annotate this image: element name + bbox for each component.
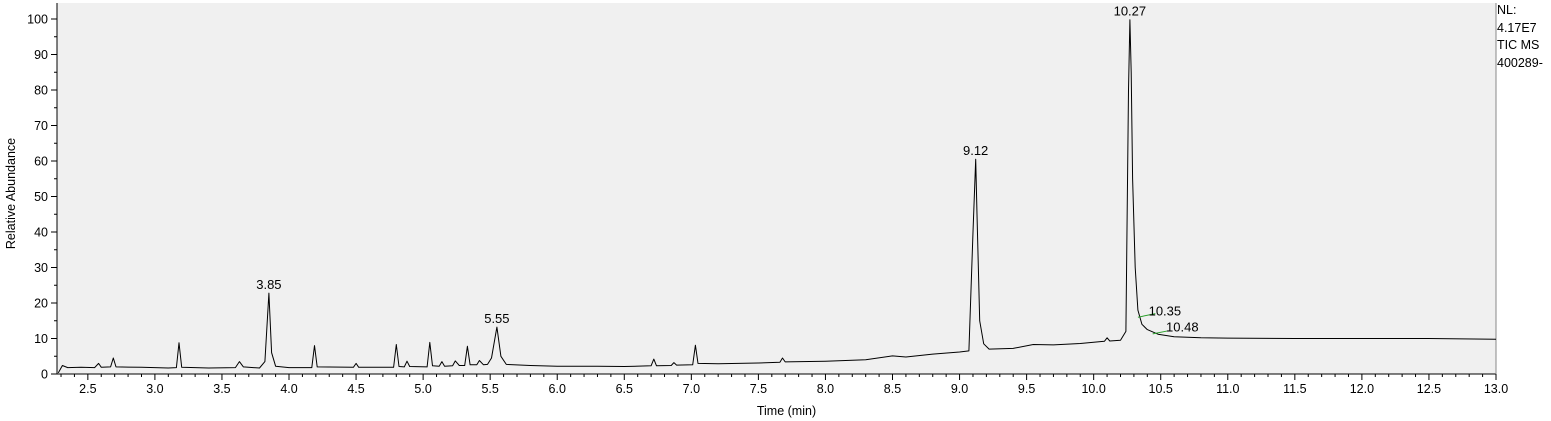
y-tick-label: 60 [34,155,48,169]
y-tick-label: 30 [34,261,48,275]
y-tick-label: 90 [34,48,48,62]
x-tick-label: 5.0 [414,382,431,396]
trace-info-panel: NL: 4.17E7 TIC MS 400289- [1497,2,1543,72]
x-tick-label: 12.0 [1350,382,1374,396]
x-tick-label: 8.5 [884,382,901,396]
x-tick-label: 11.5 [1283,382,1306,396]
y-tick-label: 100 [27,13,48,27]
x-tick-label: 8.0 [817,382,834,396]
peak-label: 10.27 [1114,4,1147,19]
x-tick-label: 6.0 [549,382,566,396]
x-tick-label: 11.0 [1216,382,1239,396]
peak-label: 9.12 [963,143,988,158]
peak-label: 3.85 [256,277,281,292]
x-tick-label: 6.5 [616,382,633,396]
y-tick-label: 0 [41,368,48,382]
y-tick-label: 40 [34,226,48,240]
normalization-value: 4.17E7 [1497,20,1537,35]
y-tick-label: 50 [34,190,48,204]
y-tick-label: 10 [34,332,48,346]
x-tick-label: 10.5 [1149,382,1173,396]
trace-type-label: TIC MS [1497,38,1540,52]
plot-area [57,3,1496,374]
x-tick-label: 9.0 [951,382,968,396]
file-name-label: 400289- [1497,55,1543,70]
y-tick-label: 70 [34,119,48,133]
peak-label: 5.55 [484,311,509,326]
y-tick-label: 20 [34,297,48,311]
x-tick-label: 4.0 [280,382,297,396]
x-tick-label: 2.5 [79,382,96,396]
x-tick-label: 7.5 [750,382,767,396]
x-axis-title: Time (min) [757,404,816,418]
x-tick-label: 3.5 [213,382,230,396]
x-tick-label: 10.0 [1081,382,1105,396]
integration-mark [1137,313,1156,318]
x-tick-label: 4.5 [347,382,364,396]
x-tick-label: 5.5 [481,382,498,396]
x-tick-label: 13.0 [1484,382,1508,396]
x-tick-label: 3.0 [146,382,163,396]
peak-label: 10.35 [1149,303,1182,318]
x-tick-label: 9.5 [1018,382,1035,396]
y-axis-title: Relative Abundance [4,138,18,249]
x-tick-label: 7.0 [683,382,700,396]
x-tick-label: 12.5 [1417,382,1441,396]
normalization-label: NL: [1497,3,1517,17]
peak-label: 10.48 [1166,319,1199,334]
y-tick-label: 80 [34,84,48,98]
plot-axes: 2.5 3.0 3.5 4.0 4.5 5.0 5.5 6.0 6.5 7.0 7.5 8.0 8.5 9… [27,3,1508,396]
chromatogram-trace [57,19,1497,374]
integration-mark [1152,330,1169,335]
